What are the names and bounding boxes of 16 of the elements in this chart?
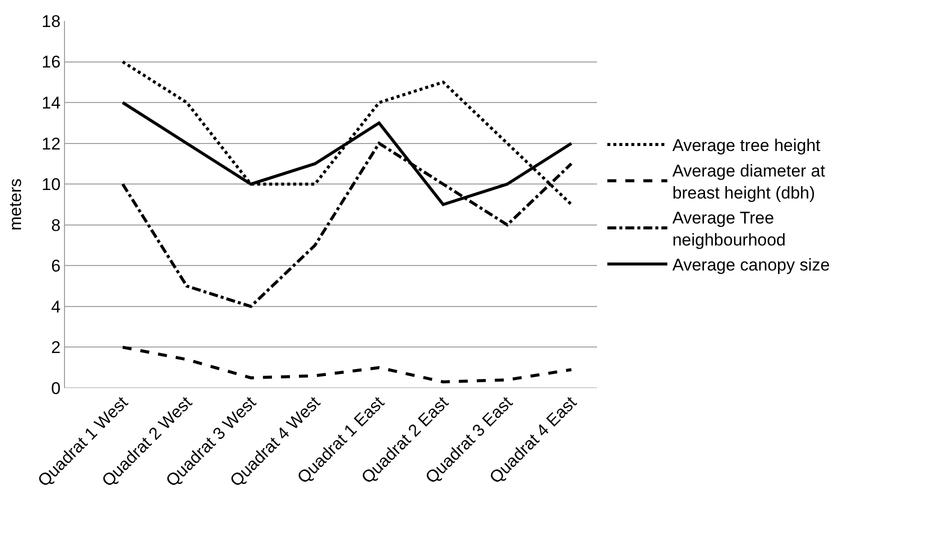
legend-label: Average canopy size [672,256,830,275]
y-tick-label: 4 [51,297,61,316]
legend-label: Average diameter at breast height (dbh) [672,161,826,202]
y-tick-label: 18 [42,12,61,31]
y-tick-label: 16 [42,52,61,72]
y-tick-label: 0 [51,378,61,398]
y-tick-label: 2 [51,338,61,358]
legend-label: Average Tree neighbourhood [672,208,786,250]
y-tick-label: 12 [42,134,61,154]
y-tick-label: 6 [51,256,61,276]
y-tick-label: 8 [51,216,61,235]
line-series [121,346,573,384]
legend-label: Average tree height [672,136,821,156]
y-tick-label: 10 [42,175,61,194]
y-tick-label: 14 [42,94,61,113]
y-axis-title: meters [6,178,26,230]
